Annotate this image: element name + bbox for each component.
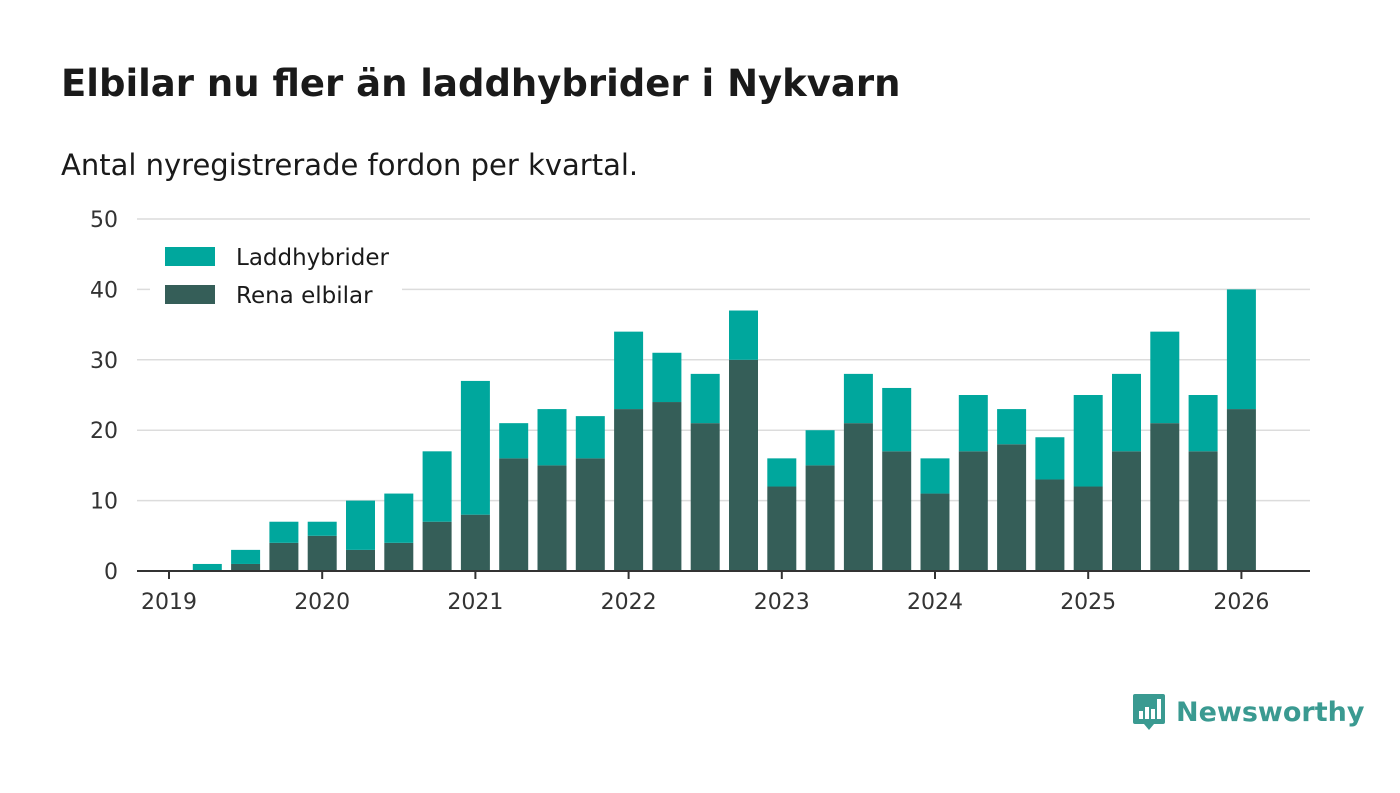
y-tick-label: 0 <box>104 560 118 585</box>
chart-title: Elbilar nu fler än laddhybrider i Nykvar… <box>61 62 901 105</box>
bar-rena-elbilar <box>384 542 414 571</box>
bar-laddhybrider <box>537 409 567 466</box>
bar-laddhybrider <box>192 563 222 571</box>
bar-laddhybrider <box>652 352 682 403</box>
bar-laddhybrider <box>269 521 299 543</box>
bar-rena-elbilar <box>843 423 873 571</box>
bar-laddhybrider <box>882 387 912 452</box>
bar-rena-elbilar <box>958 451 988 571</box>
bar-laddhybrider <box>805 430 835 466</box>
bar-rena-elbilar <box>882 451 912 571</box>
bar-rena-elbilar <box>460 514 490 571</box>
bar-laddhybrider <box>1112 373 1141 452</box>
bar-laddhybrider <box>843 373 873 424</box>
bar-rena-elbilar <box>307 535 337 571</box>
bar-rena-elbilar <box>690 423 720 571</box>
bar-rena-elbilar <box>997 444 1027 571</box>
bar-laddhybrider <box>767 458 797 487</box>
bar-laddhybrider <box>575 416 605 459</box>
bar-laddhybrider <box>384 493 414 543</box>
bar-laddhybrider <box>1035 437 1065 480</box>
x-tick-label: 2023 <box>754 590 810 615</box>
x-tick-label: 2025 <box>1060 590 1116 615</box>
y-tick-label: 20 <box>90 419 118 444</box>
x-tick-label: 2020 <box>294 590 350 615</box>
bar-rena-elbilar <box>1112 451 1141 571</box>
newsworthy-logo-icon <box>1133 694 1165 730</box>
y-tick-label: 50 <box>90 208 118 233</box>
bar-rena-elbilar <box>1073 486 1103 571</box>
bar-rena-elbilar <box>920 493 950 571</box>
legend-label: Laddhybrider <box>236 245 389 271</box>
bar-laddhybrider <box>422 451 452 522</box>
bar-laddhybrider <box>499 423 529 459</box>
bar-laddhybrider <box>307 521 337 536</box>
x-tick-label: 2022 <box>601 590 657 615</box>
legend-swatch <box>165 247 215 266</box>
bar-laddhybrider <box>460 380 490 515</box>
y-tick-label: 40 <box>90 278 118 303</box>
y-tick-label: 30 <box>90 349 118 374</box>
x-tick-label: 2024 <box>907 590 963 615</box>
bar-laddhybrider <box>614 331 644 410</box>
bar-laddhybrider <box>958 395 988 452</box>
y-tick-label: 10 <box>90 490 118 515</box>
bar-rena-elbilar <box>767 486 797 571</box>
bar-rena-elbilar <box>1226 409 1256 571</box>
bar-rena-elbilar <box>729 359 758 571</box>
bar-laddhybrider <box>997 409 1027 445</box>
bar-rena-elbilar <box>499 458 529 571</box>
bar-rena-elbilar <box>1035 479 1065 571</box>
bar-rena-elbilar <box>269 542 299 571</box>
x-tick-label: 2019 <box>141 590 197 615</box>
brand-name: Newsworthy <box>1176 696 1365 728</box>
bar-laddhybrider <box>1188 395 1218 452</box>
bar-laddhybrider <box>346 500 375 550</box>
bar-rena-elbilar <box>537 465 567 571</box>
legend-swatch <box>165 285 215 304</box>
bar-laddhybrider <box>1150 331 1180 424</box>
newsworthy-brand: Newsworthy <box>1132 692 1364 732</box>
bar-rena-elbilar <box>805 465 835 571</box>
bar-laddhybrider <box>1073 395 1103 487</box>
bar-rena-elbilar <box>575 458 605 571</box>
bar-laddhybrider <box>690 373 720 424</box>
bar-rena-elbilar <box>231 563 261 571</box>
bar-rena-elbilar <box>422 521 452 571</box>
bar-rena-elbilar <box>652 402 682 571</box>
bar-rena-elbilar <box>1188 451 1218 571</box>
bar-laddhybrider <box>231 549 261 564</box>
chart-subtitle: Antal nyregistrerade fordon per kvartal. <box>61 148 639 182</box>
bar-laddhybrider <box>1226 289 1256 410</box>
bar-laddhybrider <box>920 458 950 494</box>
bar-rena-elbilar <box>1150 423 1180 571</box>
x-tick-label: 2021 <box>447 590 503 615</box>
bar-laddhybrider <box>729 310 758 360</box>
bar-rena-elbilar <box>346 549 375 571</box>
legend-label: Rena elbilar <box>236 283 373 309</box>
bar-rena-elbilar <box>614 409 644 571</box>
x-tick-label: 2026 <box>1213 590 1269 615</box>
